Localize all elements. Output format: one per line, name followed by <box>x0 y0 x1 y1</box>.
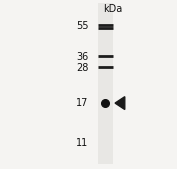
Text: 36: 36 <box>76 52 88 62</box>
Text: kDa: kDa <box>103 4 122 14</box>
Text: 11: 11 <box>76 138 88 148</box>
Polygon shape <box>115 97 125 110</box>
Text: 28: 28 <box>76 63 88 73</box>
Text: 17: 17 <box>76 98 88 108</box>
Text: 55: 55 <box>76 21 88 31</box>
Bar <box>98 3 113 164</box>
